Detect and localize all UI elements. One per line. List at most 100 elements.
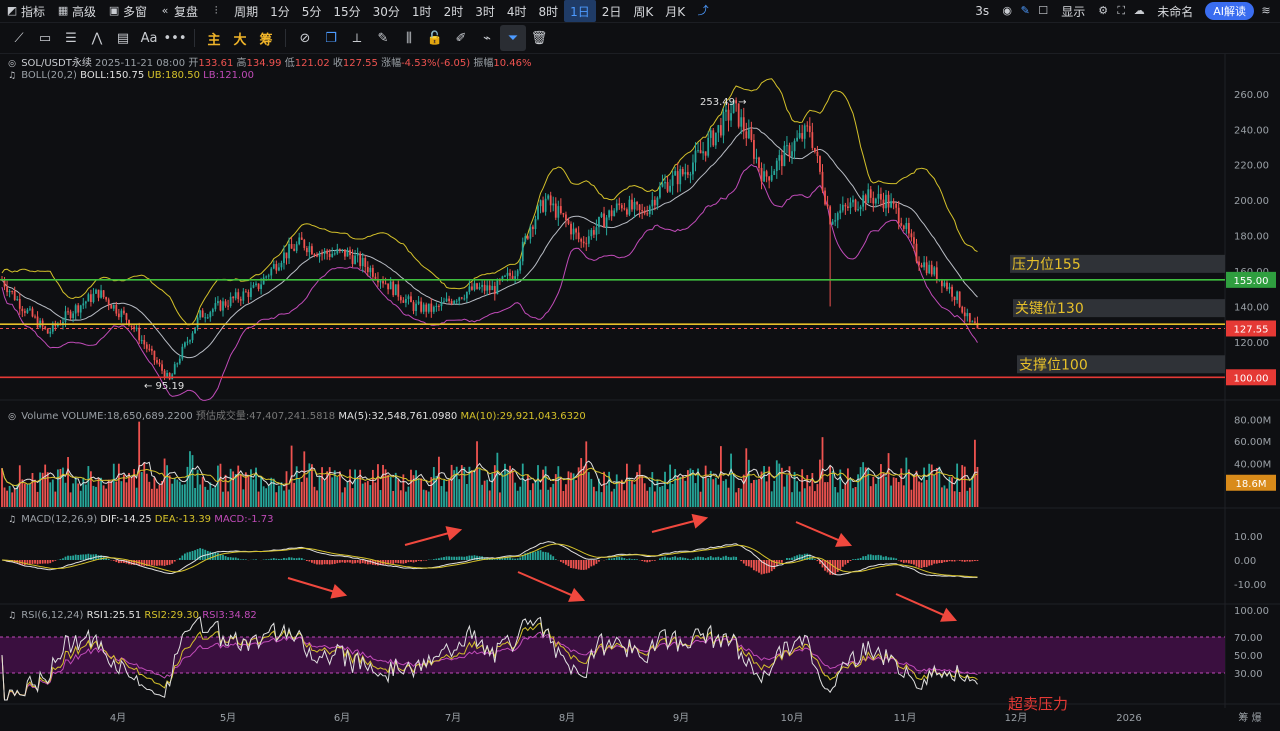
volume-bar [529,490,532,507]
topbar-item-19[interactable]: ⤴ [691,0,715,22]
volume-bar [753,479,755,507]
volume-bar [704,465,707,507]
volume-bar [277,485,280,507]
indicator-toggle-9[interactable]: 筹 [259,32,273,48]
volume-bar [613,488,616,507]
pen-icon[interactable]: ✎ [377,30,389,46]
candle-body [49,331,52,334]
topbar-item-9[interactable]: 30分 [372,4,400,19]
topbar-item-18[interactable]: 月K [665,4,686,19]
topbar-item-13[interactable]: 4时 [506,4,527,19]
volume-bar [260,476,263,507]
candle-body [140,340,143,342]
topbar-item-2[interactable]: ▣ 多窗 [108,4,148,19]
topbar-item-5[interactable]: 周期 [234,4,259,19]
volume-bar [8,485,11,507]
candle-body [97,289,100,298]
topbar-item-12[interactable]: 3时 [475,4,495,19]
edit-icon[interactable]: ✐ [455,30,467,46]
volume-bar [410,469,412,507]
trend-arrow [651,513,709,533]
candle-body [44,326,47,329]
no-draw-icon[interactable]: ⊘ [299,30,311,46]
topbar-item-14[interactable]: 8时 [538,4,559,19]
eye-icon[interactable]: ◎ [8,412,16,422]
topbar-item-6[interactable]: 1分 [270,4,290,19]
macd-bar [755,560,758,572]
candle-body [648,206,651,215]
candle-icon[interactable]: ⫼ [406,30,412,46]
candle-body [379,281,382,283]
topbar-item-15[interactable]: 1日 [564,0,596,22]
topbar-item-17[interactable]: 周K [633,4,654,19]
ai-interpret-button[interactable]: AI解读 [1205,2,1254,20]
line-tool-icon[interactable]: ⟋ [14,30,24,46]
volume-bar [933,475,936,507]
topbar-item-3[interactable]: «复盘 [153,0,204,22]
macd-bar [610,558,613,560]
topbar-item-11[interactable]: 2时 [443,4,464,19]
macd-bar [163,560,166,566]
eye-icon[interactable]: ◎ [8,59,16,69]
rect-tool-icon[interactable]: ▭ [38,30,52,46]
volume-bar [582,466,585,507]
topbar-item-10[interactable]: 1时 [411,4,432,19]
candle-body [532,226,534,230]
refresh-interval[interactable]: 3s [975,4,990,18]
volume-bar [946,488,948,507]
candle-body [887,194,890,208]
candle-body [542,200,544,212]
topbar-item-4[interactable]: ⫶ [204,0,228,22]
volume-bar [161,481,163,507]
candle-body [874,198,877,204]
candle-body [112,304,115,309]
indicator-toggle-7[interactable]: 主 [207,32,221,48]
topbar-item-8[interactable]: 15分 [333,4,361,19]
more-tool-icon[interactable]: ••• [163,30,187,46]
filter-icon[interactable]: ⏷ [500,25,526,51]
topbar-item-1[interactable]: ▦ 高级 [57,4,97,19]
fullscreen-icon[interactable]: ⛶ [1117,4,1126,17]
bell-icon[interactable]: ♫ [7,611,17,621]
indicator-toggle-8[interactable]: 大 [233,32,247,48]
settings-template-icon[interactable]: ☐ [1038,4,1049,17]
macd-bar [389,560,392,564]
layer-icon[interactable]: ❐ [325,30,337,46]
pattern-tool-icon[interactable]: ⋀ [91,30,103,46]
macd-bar [907,560,910,564]
magnet-icon[interactable]: ⌁ [483,30,491,46]
lock-icon[interactable]: 🔓 [426,30,444,46]
candle-body [331,253,334,257]
measure-tool-icon[interactable]: ▤ [116,30,130,46]
volume-bar [953,491,956,507]
volume-bar [537,465,539,507]
layers-icon[interactable]: ≋ [1261,4,1271,17]
ruler-icon[interactable]: ⟂ [352,30,362,46]
macd-bar [270,558,273,560]
candle-body [628,199,631,215]
topbar-item-16[interactable]: 2日 [601,4,622,19]
volume-bar [885,476,887,507]
trash-icon[interactable]: 🗑 [530,30,548,46]
macd-bar [913,560,915,565]
display-menu[interactable]: 显示 [1061,4,1086,19]
trend-arrow [895,593,958,622]
candle-body [600,213,603,217]
candle-body [608,210,611,218]
camera-icon[interactable]: ◉ [1002,4,1012,17]
text-tool-icon[interactable]: Aa [140,30,158,46]
macd-bar [628,558,631,560]
gear-icon[interactable]: ⚙ [1098,4,1109,17]
draw-icon[interactable]: ✎ [1020,4,1030,17]
bell-icon[interactable]: ♫ [7,515,17,525]
volume-bar [135,487,138,507]
layout-name[interactable]: 未命名 [1157,4,1194,19]
candle-body [407,296,410,299]
volume-bars-group [1,421,979,507]
topbar-item-0[interactable]: ◩ 指标 [6,4,46,19]
macd-bar [359,560,362,564]
bell-icon[interactable]: ♫ [7,71,17,81]
fib-tool-icon[interactable]: ☰ [65,30,77,46]
macd-bar [524,553,527,560]
topbar-item-7[interactable]: 5分 [301,4,322,19]
